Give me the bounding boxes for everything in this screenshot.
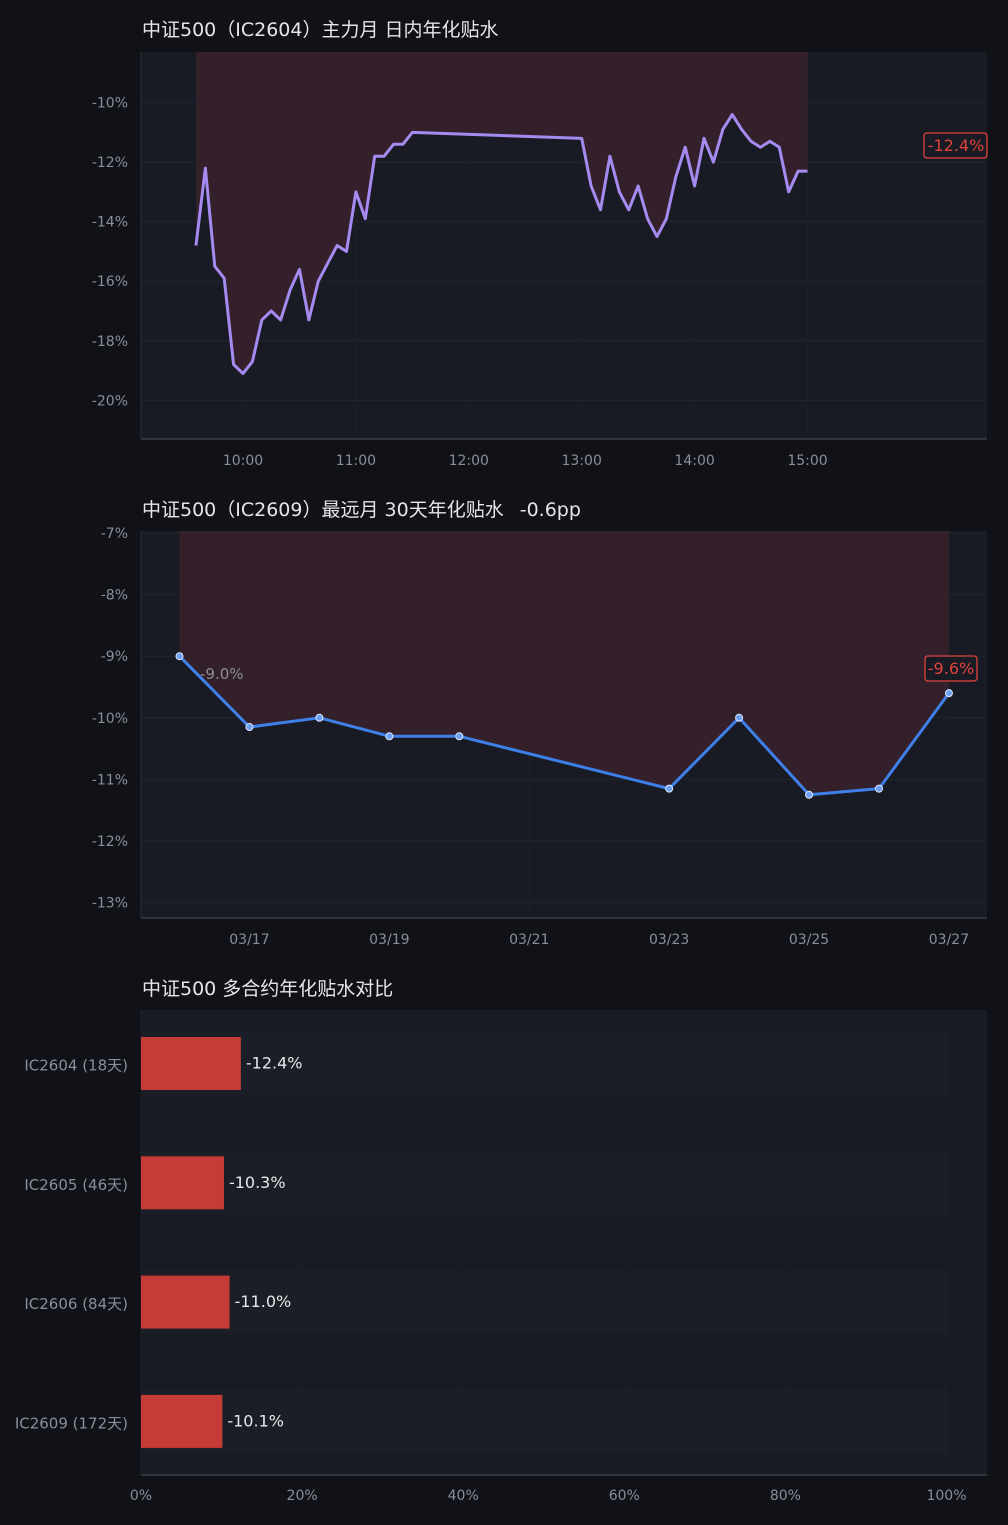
intraday-x-tick-label: 11:00 [336, 453, 376, 469]
intraday-x-tick-label: 13:00 [562, 453, 602, 469]
comparison-bar-value-label: -12.4% [246, 1054, 303, 1073]
intraday-chart: 中证500（IC2604）主力月 日内年化贴水 -10% -12% -14% -16%… [92, 19, 987, 469]
far-month-data-point [666, 785, 673, 792]
far-month-data-point [316, 714, 323, 721]
far-month-x-tick-label: 03/19 [369, 932, 409, 948]
comparison-category-label: IC2606 (84天) [24, 1295, 128, 1313]
far-month-y-tick-label: -9% [101, 649, 128, 665]
far-month-first-value-label: -9.0% [200, 665, 244, 683]
intraday-y-tick-label: -12% [92, 155, 128, 171]
far-month-data-point [736, 714, 743, 721]
comparison-x-tick-label: 40% [448, 1488, 479, 1504]
far-month-y-tick-label: -10% [92, 711, 128, 727]
far-month-data-point [176, 653, 183, 660]
far-month-x-tick-label: 03/27 [929, 932, 969, 948]
far-month-y-axis: -7% -8% -9% -10% -11% -12% -13% [92, 526, 128, 912]
comparison-bar-value-label: -11.0% [235, 1292, 292, 1311]
intraday-y-tick-label: -16% [92, 274, 128, 290]
far-month-data-point [806, 791, 813, 798]
comparison-category-label: IC2609 (172天) [15, 1414, 128, 1432]
far-month-y-tick-label: -12% [92, 834, 128, 850]
comparison-bar-value-label: -10.1% [227, 1411, 284, 1430]
intraday-x-tick-label: 14:00 [674, 453, 714, 469]
far-month-y-tick-label: -13% [92, 896, 128, 912]
far-month-x-tick-label: 03/25 [789, 932, 829, 948]
far-month-x-tick-label: 03/17 [229, 932, 269, 948]
far-month-change: -0.6pp [520, 499, 581, 521]
comparison-bar [141, 1156, 224, 1209]
far-month-y-tick-label: -7% [101, 526, 128, 542]
intraday-last-value-badge: -12.4% [924, 133, 987, 158]
comparison-bar [141, 1276, 230, 1329]
far-month-chart: 中证500（IC2609）最远月 30天年化贴水 -0.6pp -7% -8% -9%… [92, 499, 987, 948]
comparison-x-tick-label: 100% [926, 1488, 966, 1504]
comparison-x-axis: 0% 20% 40% 60% 80% 100% [130, 1488, 967, 1504]
intraday-y-axis: -10% -12% -14% -16% -18% -20% [92, 96, 128, 410]
intraday-y-tick-label: -10% [92, 96, 128, 112]
far-month-x-axis: 03/17 03/19 03/21 03/23 03/25 03/27 [229, 932, 969, 948]
comparison-category-label: IC2605 (46天) [24, 1176, 128, 1194]
intraday-y-tick-label: -18% [92, 334, 128, 350]
far-month-data-point [456, 733, 463, 740]
comparison-bar [141, 1037, 241, 1090]
comparison-chart-title: 中证500 多合约年化贴水对比 [142, 978, 393, 1000]
intraday-x-tick-label: 12:00 [449, 453, 489, 469]
comparison-category-label: IC2604 (18天) [24, 1057, 128, 1075]
intraday-x-tick-label: 15:00 [787, 453, 827, 469]
intraday-y-tick-label: -14% [92, 215, 128, 231]
comparison-x-tick-label: 60% [609, 1488, 640, 1504]
comparison-x-tick-label: 80% [770, 1488, 801, 1504]
far-month-data-point [386, 733, 393, 740]
far-month-data-point [945, 690, 952, 697]
contract-comparison-chart: 中证500 多合约年化贴水对比 -12.4% IC2604 (18天) -10.3%… [15, 978, 987, 1504]
far-month-x-tick-label: 03/23 [649, 932, 689, 948]
intraday-last-value-label: -12.4% [928, 136, 985, 155]
comparison-bar-value-label: -10.3% [229, 1173, 286, 1192]
comparison-bar [141, 1395, 222, 1448]
intraday-chart-title: 中证500（IC2604）主力月 日内年化贴水 [142, 19, 499, 41]
far-month-y-tick-label: -11% [92, 772, 128, 788]
far-month-data-point [246, 724, 253, 731]
comparison-x-tick-label: 0% [130, 1488, 152, 1504]
far-month-chart-title: 中证500（IC2609）最远月 30天年化贴水 -0.6pp [142, 499, 581, 521]
far-month-last-value-badge: -9.6% [925, 656, 977, 681]
far-month-y-tick-label: -8% [101, 588, 128, 604]
intraday-x-axis: 10:00 11:00 12:00 13:00 14:00 15:00 [223, 453, 828, 469]
intraday-y-tick-label: -20% [92, 393, 128, 409]
far-month-data-point [876, 785, 883, 792]
far-month-x-tick-label: 03/21 [509, 932, 549, 948]
comparison-x-tick-label: 20% [287, 1488, 318, 1504]
intraday-x-tick-label: 10:00 [223, 453, 263, 469]
far-month-last-value-label: -9.6% [928, 659, 974, 678]
